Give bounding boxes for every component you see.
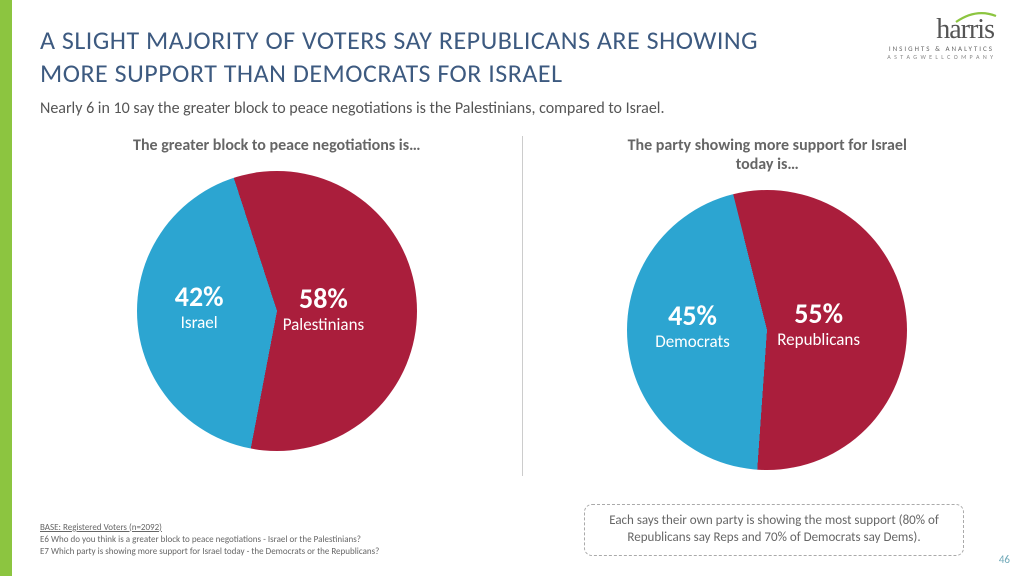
footnote-q2: E7 Which party is showing more support f…: [40, 546, 379, 558]
page-subtitle: Nearly 6 in 10 say the greater block to …: [40, 99, 1004, 118]
main-content: A SLIGHT MAJORITY OF VOTERS SAY REPUBLIC…: [40, 24, 1004, 476]
charts-row: The greater block to peace negotiations …: [40, 136, 1004, 476]
pie-left-slice-1-label: 58% Palestinians: [283, 283, 364, 335]
page-number: 46: [999, 553, 1010, 566]
chart-right-title: The party showing more support for Israe…: [607, 136, 927, 174]
chart-right-panel: The party showing more support for Israe…: [531, 136, 1005, 476]
pie-right-slice-0-pct: 45%: [655, 300, 730, 332]
callout-box: Each says their own party is showing the…: [584, 504, 964, 556]
pie-right-slice-1-name: Republicans: [777, 330, 860, 350]
pie-right-slice-1-pct: 55%: [777, 298, 860, 330]
accent-bar: [0, 0, 12, 576]
footnotes: BASE: Registered Voters (n=2092) E6 Who …: [40, 522, 379, 558]
footnote-q1: E6 Who do you think is a greater block t…: [40, 534, 379, 546]
chart-left-panel: The greater block to peace negotiations …: [40, 136, 514, 476]
pie-right-slice-0-label: 45% Democrats: [655, 300, 730, 352]
pie-left-slice-0-label: 42% Israel: [175, 281, 224, 333]
pie-right-slice-1-label: 55% Republicans: [777, 298, 860, 350]
logo-swoosh-icon: [954, 10, 998, 24]
chart-left-pie: 42% Israel 58% Palestinians: [137, 171, 417, 451]
pie-left-slice-0-pct: 42%: [175, 281, 224, 313]
pie-right-slice-0-name: Democrats: [655, 332, 730, 352]
chart-left-title: The greater block to peace negotiations …: [133, 136, 420, 155]
chart-divider: [522, 136, 523, 476]
pie-left-slice-0-name: Israel: [175, 313, 224, 333]
footnote-base: BASE: Registered Voters (n=2092): [40, 522, 379, 534]
chart-right-pie: 45% Democrats 55% Republicans: [627, 190, 907, 470]
page-title: A SLIGHT MAJORITY OF VOTERS SAY REPUBLIC…: [40, 24, 820, 89]
pie-left-slice-1-name: Palestinians: [283, 315, 364, 335]
pie-left-slice-1-pct: 58%: [283, 283, 364, 315]
